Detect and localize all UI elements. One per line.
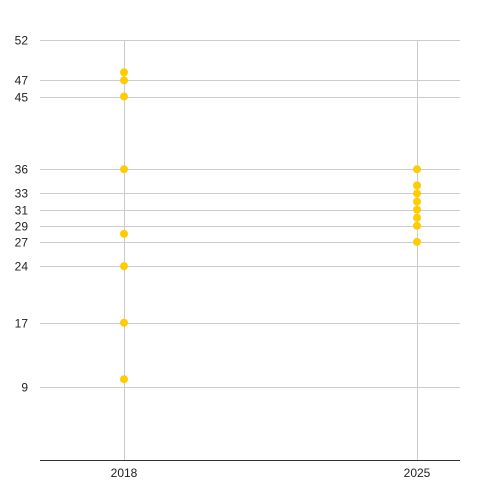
y-tick-labels: 9 17 24 27 29 31 33 36 45 47 52 bbox=[15, 34, 29, 395]
data-point bbox=[413, 189, 421, 198]
data-point bbox=[413, 197, 421, 206]
gridlines bbox=[40, 40, 460, 388]
data-point bbox=[120, 262, 128, 271]
x-tick-label: 2018 bbox=[111, 466, 138, 480]
y-tick-label: 31 bbox=[15, 204, 29, 218]
data-point bbox=[120, 92, 128, 101]
y-tick-label: 45 bbox=[15, 91, 29, 105]
y-tick-label: 52 bbox=[15, 34, 29, 48]
x-tick-label: 2025 bbox=[404, 466, 431, 480]
data-point bbox=[120, 76, 128, 85]
y-tick-label: 17 bbox=[15, 317, 29, 331]
data-points bbox=[120, 68, 421, 384]
data-point bbox=[413, 221, 421, 230]
data-point bbox=[413, 205, 421, 214]
y-tick-label: 27 bbox=[15, 236, 29, 250]
y-tick-label: 24 bbox=[15, 260, 29, 274]
data-point bbox=[120, 318, 128, 327]
data-point bbox=[120, 375, 128, 384]
category-gridlines bbox=[124, 40, 418, 460]
x-tick-labels: 2018 2025 bbox=[111, 466, 431, 480]
data-point bbox=[120, 68, 128, 77]
y-tick-label: 33 bbox=[15, 187, 29, 201]
y-tick-label: 29 bbox=[15, 220, 29, 234]
data-point bbox=[413, 213, 421, 222]
y-tick-label: 9 bbox=[21, 381, 28, 395]
data-point bbox=[413, 237, 421, 246]
data-point bbox=[413, 181, 421, 190]
data-point bbox=[413, 165, 421, 174]
y-tick-label: 36 bbox=[15, 163, 29, 177]
y-tick-label: 47 bbox=[15, 74, 29, 88]
data-point bbox=[120, 229, 128, 238]
data-point bbox=[120, 165, 128, 174]
